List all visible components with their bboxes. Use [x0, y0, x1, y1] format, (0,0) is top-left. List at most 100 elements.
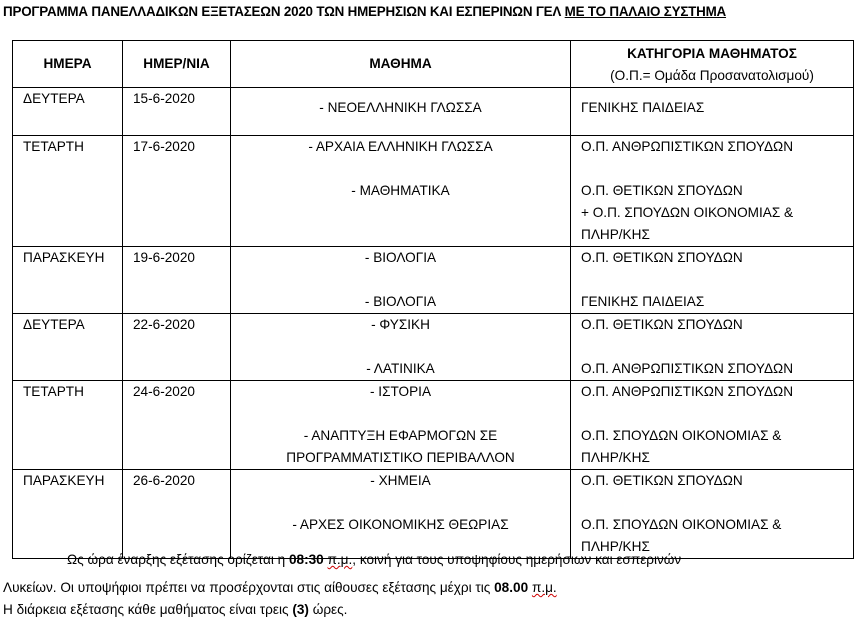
category-cell-line: ΓΕΝΙΚΗΣ ΠΑΙΔΕΙΑΣ	[581, 100, 705, 115]
category-cell-line: Ο.Π. ΣΠΟΥΔΩΝ ΟΙΚΟΝΟΜΙΑΣ &	[581, 517, 782, 532]
document-title: ΠΡΟΓΡΑΜΜΑ ΠΑΝΕΛΛΑΔΙΚΩΝ ΕΞΕΤΑΣΕΩΝ 2020 ΤΩ…	[3, 4, 726, 19]
category-cell: Ο.Π. ΑΝΘΡΩΠΙΣΤΙΚΩΝ ΣΠΟΥΔΩΝ Ο.Π. ΘΕΤΙΚΩΝ Σ…	[570, 135, 854, 247]
footer-text: ώρες.	[308, 602, 348, 617]
day-cell-line: ΠΑΡΑΣΚΕΥΗ	[23, 250, 105, 265]
day-cell-line: ΔΕΥΤΕΡΑ	[23, 91, 85, 106]
footer-line-1: Ως ώρα έναρξης εξέτασης ορίζεται η 08:30…	[67, 552, 681, 567]
date-cell: 17-6-2020	[122, 135, 231, 247]
subject-cell-line	[231, 336, 570, 358]
date-cell-line: 24-6-2020	[133, 384, 195, 399]
header-date: ΗΜΕΡ/ΝΙΑ	[122, 40, 231, 88]
category-cell-line	[581, 403, 853, 425]
footer-line-3: Η διάρκεια εξέτασης κάθε μαθήματος είναι…	[3, 602, 347, 617]
footer-line-2: Λυκείων. Οι υποψήφιοι πρέπει να προσέρχο…	[3, 580, 557, 595]
title-underlined: ΜΕ ΤΟ ΠΑΛΑΙΟ ΣΥΣΤΗΜΑ	[564, 4, 727, 19]
day-cell: ΤΕΤΑΡΤΗ	[12, 380, 123, 470]
category-cell-line: ΠΛΗΡ/ΚΗΣ	[581, 227, 650, 242]
arrival-time: 08.00	[494, 580, 529, 595]
table-row: ΤΕΤΑΡΤΗ 17-6-2020 - ΑΡΧΑΙΑ ΕΛΛΗΝΙΚΗ ΓΛΩΣΣΑ…	[12, 135, 854, 247]
subject-cell-line: - ΙΣΤΟΡΙΑ	[369, 384, 432, 399]
subject-cell-line: - ΒΙΟΛΟΓΙΑ	[364, 294, 437, 309]
day-cell: ΠΑΡΑΣΚΕΥΗ	[12, 469, 123, 559]
footer-text: Η διάρκεια εξέτασης κάθε μαθήματος είναι…	[3, 602, 293, 617]
category-cell: Ο.Π. ΘΕΤΙΚΩΝ ΣΠΟΥΔΩΝ Ο.Π. ΑΝΘΡΩΠΙΣΤΙΚΩΝ Σ…	[570, 313, 854, 381]
category-cell-line: Ο.Π. ΑΝΘΡΩΠΙΣΤΙΚΩΝ ΣΠΟΥΔΩΝ	[581, 384, 794, 399]
subject-cell-line: - ΑΡΧΑΙΑ ΕΛΛΗΝΙΚΗ ΓΛΩΣΣΑ	[308, 139, 493, 154]
date-cell: 22-6-2020	[122, 313, 231, 381]
subject-cell-line: - ΛΑΤΙΝΙΚΑ	[366, 361, 435, 376]
date-cell-line: 19-6-2020	[133, 250, 195, 265]
table-row: ΔΕΥΤΕΡΑ 15-6-2020 - ΝΕΟΕΛΛΗΝΙΚΗ ΓΛΩΣΣΑ ΓΕΝΙ…	[12, 87, 854, 136]
subject-cell-line: - ΑΝΑΠΤΥΞΗ ΕΦΑΡΜΟΓΩΝ ΣΕ	[303, 428, 498, 443]
category-cell-line: Ο.Π. ΘΕΤΙΚΩΝ ΣΠΟΥΔΩΝ	[581, 183, 743, 198]
table-row: ΠΑΡΑΣΚΕΥΗ 19-6-2020 - ΒΙΟΛΟΓΙΑ - ΒΙΟΛΟΓΙΑ Ο.…	[12, 246, 854, 314]
category-cell: Ο.Π. ΘΕΤΙΚΩΝ ΣΠΟΥΔΩΝ Ο.Π. ΣΠΟΥΔΩΝ ΟΙΚΟΝΟΜ…	[570, 469, 854, 559]
day-cell-line: ΤΕΤΑΡΤΗ	[23, 384, 84, 399]
day-cell-line: ΠΑΡΑΣΚΕΥΗ	[23, 473, 105, 488]
category-cell: Ο.Π. ΑΝΘΡΩΠΙΣΤΙΚΩΝ ΣΠΟΥΔΩΝ Ο.Π. ΣΠΟΥΔΩΝ Ο…	[570, 380, 854, 470]
category-cell-line	[581, 492, 853, 514]
date-cell-line: 26-6-2020	[133, 473, 195, 488]
subject-cell: - ΙΣΤΟΡΙΑ - ΑΝΑΠΤΥΞΗ ΕΦΑΡΜΟΓΩΝ ΣΕ ΠΡΟΓΡΑΜΜ…	[230, 380, 571, 470]
duration-hours: (3)	[292, 602, 309, 617]
table-header-row: ΗΜΕΡΑ ΗΜΕΡ/ΝΙΑ ΜΑΘΗΜΑ ΚΑΤΗΓΟΡΙΑ ΜΑΘΗΜΑΤΟ…	[12, 40, 854, 88]
subject-cell-line	[231, 158, 570, 180]
category-cell: Ο.Π. ΘΕΤΙΚΩΝ ΣΠΟΥΔΩΝ ΓΕΝΙΚΗΣ ΠΑΙΔΕΙΑΣ	[570, 246, 854, 314]
category-cell-line	[581, 336, 853, 358]
category-cell: ΓΕΝΙΚΗΣ ΠΑΙΔΕΙΑΣ	[570, 87, 854, 136]
date-cell: 24-6-2020	[122, 380, 231, 470]
subject-cell: - ΦΥΣΙΚΗ - ΛΑΤΙΝΙΚΑ	[230, 313, 571, 381]
category-cell-line: ΠΛΗΡ/ΚΗΣ	[581, 539, 650, 554]
table-row: ΔΕΥΤΕΡΑ 22-6-2020 - ΦΥΣΙΚΗ - ΛΑΤΙΝΙΚΑ Ο.Π. Θ…	[12, 313, 854, 381]
header-category-title: ΚΑΤΗΓΟΡΙΑ ΜΑΘΗΜΑΤΟΣ	[627, 46, 797, 61]
category-cell-line	[581, 158, 853, 180]
subject-cell-line	[231, 492, 570, 514]
header-category-note: (Ο.Π.= Ομάδα Προσανατολισμού)	[610, 68, 814, 83]
category-cell-line: Ο.Π. ΣΠΟΥΔΩΝ ΟΙΚΟΝΟΜΙΑΣ &	[581, 428, 782, 443]
category-cell-line: ΠΛΗΡ/ΚΗΣ	[581, 450, 650, 465]
header-subject: ΜΑΘΗΜΑ	[230, 40, 571, 88]
category-cell-line	[581, 269, 853, 291]
date-cell-line: 22-6-2020	[133, 317, 195, 332]
subject-cell-line: - ΒΙΟΛΟΓΙΑ	[364, 250, 437, 265]
footer-text: , κοινή για τους υποψηφίους ημερήσιων κα…	[352, 552, 682, 567]
subject-cell-line: - ΧΗΜΕΙΑ	[370, 473, 431, 488]
subject-cell-line: ΠΡΟΓΡΑΜΜΑΤΙΣΤΙΚΟ ΠΕΡΙΒΑΛΛΟΝ	[286, 450, 515, 465]
title-text: ΠΡΟΓΡΑΜΜΑ ΠΑΝΕΛΛΑΔΙΚΩΝ ΕΞΕΤΑΣΕΩΝ 2020 ΤΩ…	[3, 4, 565, 19]
category-cell-line: Ο.Π. ΘΕΤΙΚΩΝ ΣΠΟΥΔΩΝ	[581, 250, 743, 265]
day-cell: ΔΕΥΤΕΡΑ	[12, 87, 123, 136]
footer-text: Λυκείων. Οι υποψήφιοι πρέπει να προσέρχο…	[3, 580, 495, 595]
subject-cell: - ΧΗΜΕΙΑ - ΑΡΧΕΣ ΟΙΚΟΝΟΜΙΚΗΣ ΘΕΩΡΙΑΣ	[230, 469, 571, 559]
table-row: ΤΕΤΑΡΤΗ 24-6-2020 - ΙΣΤΟΡΙΑ - ΑΝΑΠΤΥΞΗ ΕΦΑΡ…	[12, 380, 854, 470]
table-row: ΠΑΡΑΣΚΕΥΗ 26-6-2020 - ΧΗΜΕΙΑ - ΑΡΧΕΣ ΟΙΚΟΝΟ…	[12, 469, 854, 559]
date-cell-line: 15-6-2020	[133, 91, 195, 106]
day-cell: ΔΕΥΤΕΡΑ	[12, 313, 123, 381]
category-cell-line: Ο.Π. ΘΕΤΙΚΩΝ ΣΠΟΥΔΩΝ	[581, 473, 743, 488]
subject-cell: - ΒΙΟΛΟΓΙΑ - ΒΙΟΛΟΓΙΑ	[230, 246, 571, 314]
day-cell-line: ΔΕΥΤΕΡΑ	[23, 317, 85, 332]
header-category: ΚΑΤΗΓΟΡΙΑ ΜΑΘΗΜΑΤΟΣ (Ο.Π.= Ομάδα Προσανα…	[570, 40, 854, 88]
subject-cell: - ΝΕΟΕΛΛΗΝΙΚΗ ΓΛΩΣΣΑ	[230, 87, 571, 136]
category-cell-line: + Ο.Π. ΣΠΟΥΔΩΝ ΟΙΚΟΝΟΜΙΑΣ &	[581, 205, 794, 220]
date-cell: 15-6-2020	[122, 87, 231, 136]
am-abbrev: π.μ.	[327, 552, 353, 567]
exam-schedule-table: ΗΜΕΡΑ ΗΜΕΡ/ΝΙΑ ΜΑΘΗΜΑ ΚΑΤΗΓΟΡΙΑ ΜΑΘΗΜΑΤΟ…	[12, 40, 854, 559]
subject-cell-line: - ΜΑΘΗΜΑΤΙΚΑ	[351, 183, 450, 198]
subject-cell-line: - ΝΕΟΕΛΛΗΝΙΚΗ ΓΛΩΣΣΑ	[319, 100, 482, 115]
subject-cell-line	[231, 269, 570, 291]
category-cell-line: Ο.Π. ΘΕΤΙΚΩΝ ΣΠΟΥΔΩΝ	[581, 317, 743, 332]
day-cell: ΠΑΡΑΣΚΕΥΗ	[12, 246, 123, 314]
header-day: ΗΜΕΡΑ	[12, 40, 123, 88]
day-cell-line: ΤΕΤΑΡΤΗ	[23, 139, 84, 154]
subject-cell-line: - ΦΥΣΙΚΗ	[371, 317, 430, 332]
category-cell-line: Ο.Π. ΑΝΘΡΩΠΙΣΤΙΚΩΝ ΣΠΟΥΔΩΝ	[581, 139, 794, 154]
start-time: 08:30	[288, 552, 324, 567]
date-cell-line: 17-6-2020	[133, 139, 195, 154]
day-cell: ΤΕΤΑΡΤΗ	[12, 135, 123, 247]
category-cell-line: ΓΕΝΙΚΗΣ ΠΑΙΔΕΙΑΣ	[581, 294, 705, 309]
am-abbrev: π.μ.	[531, 580, 557, 595]
subject-cell: - ΑΡΧΑΙΑ ΕΛΛΗΝΙΚΗ ΓΛΩΣΣΑ - ΜΑΘΗΜΑΤΙΚΑ	[230, 135, 571, 247]
subject-cell-line	[231, 403, 570, 425]
subject-cell-line: - ΑΡΧΕΣ ΟΙΚΟΝΟΜΙΚΗΣ ΘΕΩΡΙΑΣ	[292, 517, 509, 532]
footer-text: Ως ώρα έναρξης εξέτασης ορίζεται η	[67, 552, 289, 567]
